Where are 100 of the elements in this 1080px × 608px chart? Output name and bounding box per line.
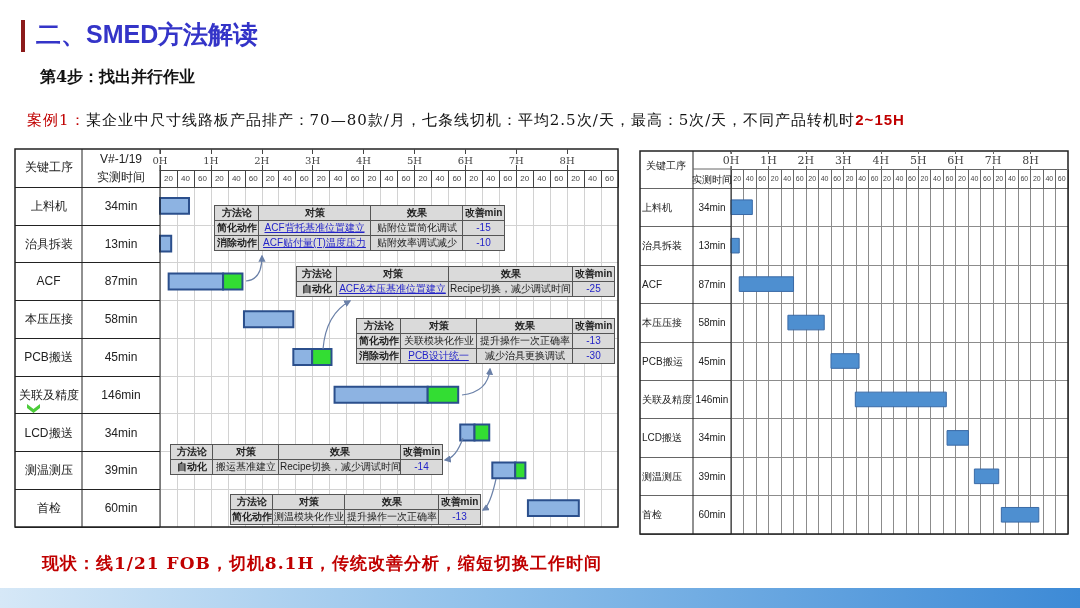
y-tick-label: ACF: [36, 274, 61, 289]
annotation: 测温模块化作业: [272, 509, 345, 525]
text: 45min: [104, 350, 138, 364]
x-tick-label: 3H: [835, 154, 852, 167]
annotation: Recipe切换，减少调试时间: [448, 281, 573, 297]
y-tick-label: PCB搬运: [642, 355, 683, 367]
text: 146min: [101, 387, 141, 402]
text: 40: [588, 174, 598, 183]
text: 146min: [695, 393, 729, 405]
text: 34min: [104, 425, 138, 440]
y-tick-label: 首检: [642, 509, 662, 521]
bar: [738, 276, 795, 292]
x-tick-label: 1H: [760, 154, 777, 167]
x-tick-label: 5H: [909, 154, 927, 167]
bar: [1000, 506, 1040, 523]
x-tick-label: 4H: [356, 154, 372, 166]
x-tick-label: 0H: [152, 154, 168, 166]
text: 13min: [698, 240, 726, 252]
annotation: 贴附位置简化调试: [370, 220, 463, 236]
text: 现状：线1/21 FOB，切机8.1H，传统改善分析，缩短切换工作时间: [42, 552, 603, 575]
annotation: 贴附效率调试减少: [370, 235, 463, 251]
annotation: 改善min: [572, 266, 615, 282]
x-tick-label: 3H: [305, 154, 321, 166]
text: 60min: [698, 509, 726, 521]
annotation: 简化动作: [356, 333, 401, 349]
annotation: 效果: [370, 205, 463, 221]
annotation: 方法论: [296, 266, 337, 282]
annotation: 对策: [272, 494, 345, 510]
y-tick-label: LCD搬送: [642, 432, 683, 444]
annotation: 效果: [344, 494, 439, 510]
text: 60min: [104, 501, 138, 516]
annotation: -25: [572, 281, 615, 297]
text: 34min: [698, 201, 726, 213]
text: 40: [231, 174, 242, 183]
text: 40: [537, 174, 547, 183]
y-tick-label: 首检: [36, 501, 61, 516]
x-tick-label: 8H: [559, 154, 575, 166]
annotation: 改善min: [462, 205, 505, 221]
text: 实测时间: [692, 173, 732, 185]
annotation: ACF&本压基准位置建立: [336, 281, 449, 297]
text: 40: [333, 174, 344, 183]
annotation: 简化动作: [230, 509, 273, 525]
annotation: 简化动作: [214, 220, 259, 236]
y-tick-label: 本压压接: [642, 317, 682, 329]
text: 20: [469, 174, 479, 183]
text: 20: [418, 174, 428, 183]
annotation: -14: [400, 459, 443, 475]
bar: [854, 391, 947, 408]
annotation: 提升操作一次正确率: [476, 333, 573, 349]
y-tick-label: 测温测压: [24, 463, 73, 478]
annotation: 对策: [258, 205, 371, 221]
annotation: 自动化: [170, 459, 213, 475]
annotation: 消除动作: [356, 348, 401, 364]
text: 40: [384, 174, 394, 183]
annotation: Recipe切换，减少调试时间: [278, 459, 402, 475]
text: 2~15H: [855, 111, 905, 128]
text: 58min: [698, 317, 726, 329]
y-tick-label: ACF: [642, 278, 662, 290]
text: 60: [605, 174, 615, 183]
annotation: 对策: [336, 266, 449, 282]
y-axis-title: 关键工序: [24, 160, 73, 174]
text: 39min: [104, 463, 138, 478]
annotation: ACF贴付量(T)温度压力: [258, 235, 371, 251]
annotation: 对策: [212, 444, 279, 460]
text: 60: [452, 174, 462, 183]
text: 某企业中尺寸线路板产品排产：70—80款/月，七条线切机：平均2.5次/天，最高：5次/天，不同产品转机时: [85, 111, 856, 129]
bar: [787, 314, 825, 331]
text: 60: [248, 174, 259, 183]
x-tick-label: 8H: [1022, 154, 1039, 167]
text: 实测时间: [97, 170, 145, 184]
bar: [242, 310, 295, 329]
chart-subtitle: 第4步：找出并行作业: [40, 66, 196, 88]
text: 40: [486, 174, 496, 183]
text: 60: [401, 174, 411, 183]
annotation: PCB设计统一: [400, 348, 477, 364]
text: V#-1/19: [99, 152, 143, 166]
bar: [830, 353, 860, 369]
annotation: 改善min: [438, 494, 481, 510]
text: 40: [180, 174, 191, 183]
text: 60: [554, 174, 564, 183]
chart-title: 二、SMED方法解读: [36, 19, 259, 49]
annotation: 关联模块化作业: [400, 333, 477, 349]
text: 34min: [698, 432, 726, 444]
annotation: 方法论: [170, 444, 213, 460]
annotation: 消除动作: [214, 235, 259, 251]
annotation: 效果: [476, 318, 573, 334]
annotation: 方法论: [356, 318, 401, 334]
text: 20: [316, 174, 327, 183]
annotation: -13: [438, 509, 481, 525]
text: 34min: [104, 198, 138, 213]
text: 20: [520, 174, 530, 183]
text: 20: [571, 174, 581, 183]
annotation: 提升操作一次正确率: [344, 509, 439, 525]
annotation: 方法论: [214, 205, 259, 221]
annotation: 效果: [448, 266, 573, 282]
text: 87min: [698, 278, 726, 290]
x-tick-label: 1H: [203, 154, 219, 166]
annotation: -30: [572, 348, 615, 364]
y-tick-label: 本压压接: [24, 312, 73, 327]
text: 20: [214, 174, 225, 183]
